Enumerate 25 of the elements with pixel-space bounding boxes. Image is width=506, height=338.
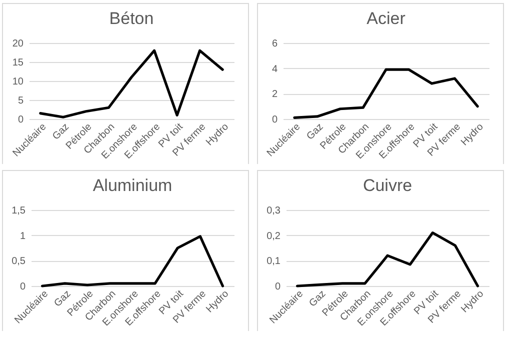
chart-title: Acier bbox=[366, 9, 406, 28]
y-tick-label: 6 bbox=[272, 38, 278, 50]
y-tick-label: 1 bbox=[20, 230, 26, 242]
chart-title: Béton bbox=[109, 9, 154, 28]
line-series bbox=[296, 232, 480, 288]
y-tick-label: 5 bbox=[18, 96, 24, 106]
y-tick-label: 10 bbox=[12, 76, 24, 88]
y-tick-label: 0,2 bbox=[266, 230, 281, 242]
line-series bbox=[39, 49, 224, 118]
y-tick-label: 4 bbox=[272, 64, 278, 75]
y-tick-label: 0,5 bbox=[12, 256, 26, 268]
chart-title: Cuivre bbox=[362, 176, 412, 195]
line-series bbox=[293, 68, 479, 120]
y-tick-label: 0 bbox=[20, 282, 26, 292]
y-tick-label: 0 bbox=[274, 282, 281, 292]
y-tick-label: 0,1 bbox=[266, 256, 281, 268]
y-tick-label: 2 bbox=[272, 89, 278, 100]
y-tick-label: 15 bbox=[12, 58, 24, 68]
y-tick-label: 1,5 bbox=[12, 206, 26, 216]
chart-title: Aluminium bbox=[92, 176, 172, 195]
y-tick-label: 20 bbox=[12, 38, 24, 50]
y-tick-label: 0,3 bbox=[266, 206, 281, 216]
y-tick-label: 0 bbox=[18, 114, 24, 126]
line-series bbox=[40, 235, 224, 288]
y-tick-label: 0 bbox=[272, 114, 278, 126]
